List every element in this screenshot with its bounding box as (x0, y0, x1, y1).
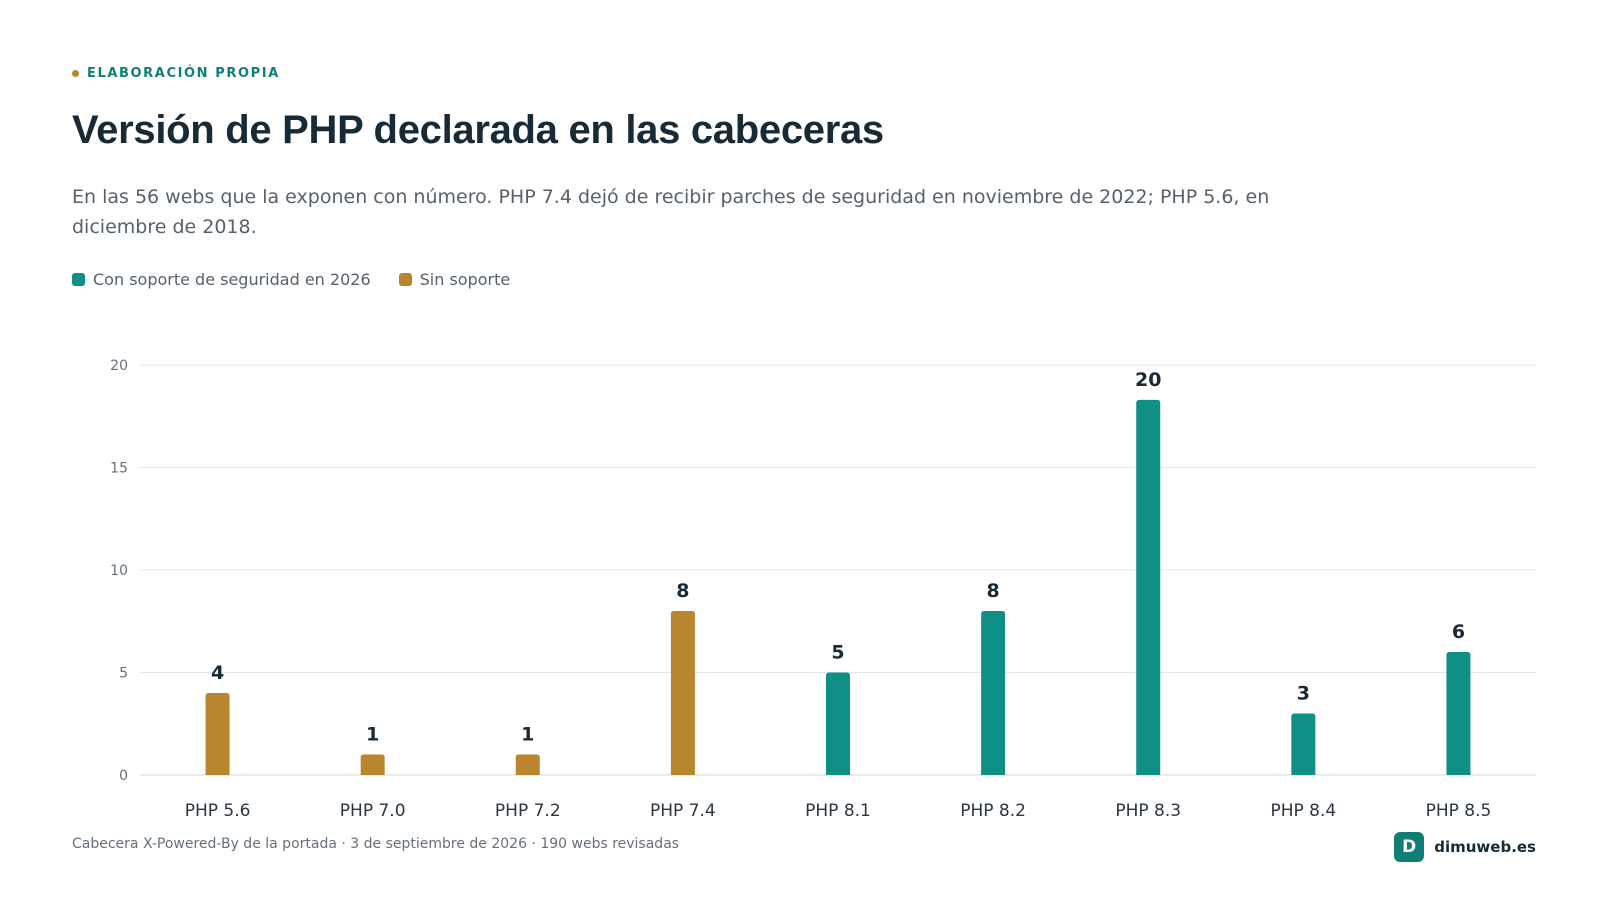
bar (670, 611, 695, 775)
data-label: 8 (676, 580, 689, 602)
y-tick-label: 10 (110, 563, 128, 579)
eyebrow: ELABORACIÓN PROPIA (72, 66, 280, 81)
x-tick-label: PHP 7.0 (340, 801, 406, 820)
x-tick-label: PHP 8.4 (1270, 801, 1336, 820)
brand-name: dimuweb.es (1434, 838, 1536, 856)
bar (826, 672, 850, 775)
data-label: 5 (831, 642, 844, 664)
data-label: 4 (211, 662, 224, 684)
data-label: 8 (986, 580, 999, 602)
legend: Con soporte de seguridad en 2026 Sin sop… (72, 270, 510, 289)
bar (981, 611, 1006, 775)
bar-chart: 0 5 10 15 20 4 PHP 5.6 1 PHP 7.0 1 PHP 7.2 8 PHP 7.4… (110, 358, 1536, 820)
y-tick-label: 15 (110, 461, 128, 477)
data-label: 1 (521, 724, 534, 746)
data-label: 1 (366, 724, 379, 746)
brand-logo-icon: D (1394, 832, 1425, 862)
bar (205, 693, 230, 775)
eyebrow-label: ELABORACIÓN PROPIA (87, 66, 280, 81)
bar (1136, 399, 1161, 775)
x-tick-label: PHP 8.1 (805, 801, 871, 820)
data-label: 20 (1135, 369, 1161, 391)
legend-swatch-unsupported (398, 273, 412, 286)
source-note: Cabecera X-Powered-By de la portada · 3 … (72, 836, 680, 852)
bar (1291, 713, 1316, 775)
chart-title: Versión de PHP declarada en las cabecera… (72, 108, 884, 152)
bar (515, 754, 540, 775)
x-tick-label: PHP 7.2 (495, 801, 561, 820)
x-tick-label: PHP 8.5 (1426, 801, 1492, 820)
data-label: 3 (1297, 683, 1310, 705)
data-label: 6 (1452, 621, 1465, 643)
legend-label-unsupported: Sin soporte (419, 270, 511, 289)
brand[interactable]: D dimuweb.es (1394, 832, 1536, 862)
legend-item-unsupported: Sin soporte (398, 270, 511, 289)
bar (1446, 652, 1471, 775)
x-tick-label: PHP 7.4 (650, 801, 716, 820)
chart-subtitle: En las 56 webs que la exponen con número… (72, 186, 1270, 238)
eyebrow-dot-icon (72, 70, 79, 77)
x-tick-label: PHP 8.2 (960, 801, 1026, 820)
x-tick-label: PHP 8.3 (1115, 801, 1181, 820)
x-tick-label: PHP 5.6 (185, 801, 251, 820)
legend-swatch-supported (72, 273, 85, 286)
legend-label-supported: Con soporte de seguridad en 2026 (93, 270, 371, 289)
bar (360, 754, 385, 775)
legend-item-supported: Con soporte de seguridad en 2026 (72, 270, 371, 289)
y-tick-label: 0 (119, 768, 128, 784)
y-tick-label: 5 (119, 666, 128, 682)
y-tick-label: 20 (110, 358, 128, 374)
